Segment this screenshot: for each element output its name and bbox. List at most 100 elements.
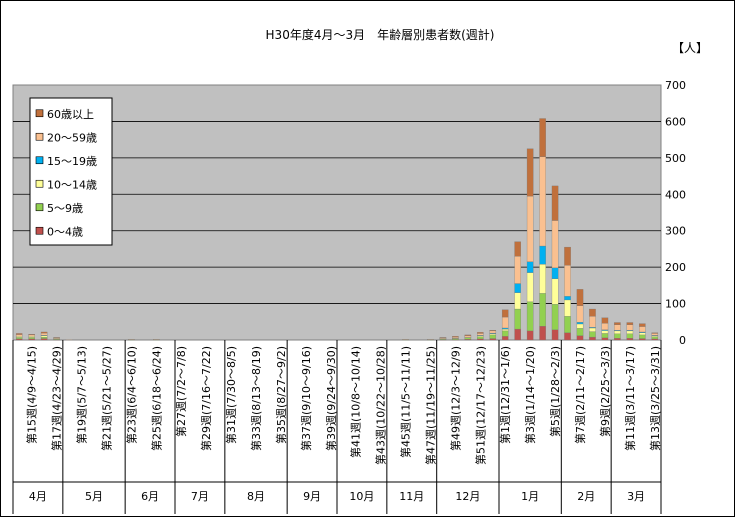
bar-segment-5 (514, 256, 521, 284)
legend-swatch (35, 226, 44, 235)
bar-segment-2 (15, 337, 23, 340)
x-axis-labels: 第15週(4/9～4/15) 第17週(4/23～4/29) 第19週(5/7～5/… (25, 346, 662, 465)
bar-segment-1 (614, 338, 621, 341)
month-label: 10月 (349, 490, 374, 503)
x-tick-label: 第49週(12/3～12/9) (448, 346, 462, 451)
month-label: 2月 (577, 490, 595, 503)
bar-segment-5 (15, 334, 23, 337)
bar-segment-3 (589, 327, 596, 332)
bar-segment-6 (40, 331, 48, 334)
bar-segment-2 (614, 333, 621, 339)
bar-segment-2 (639, 334, 646, 339)
y-axis-unit-label: 【人】 (672, 41, 708, 55)
bar-segment-5 (526, 195, 534, 262)
bar-segment-1 (501, 336, 509, 341)
bar-segment-2 (28, 337, 35, 340)
bar-segment-6 (501, 309, 509, 318)
y-axis-ticks: 0 100 200 300 400 500 600 700 (665, 79, 686, 347)
x-tick-label: 第11週(3/11～3/17) (623, 346, 637, 451)
bar-segment-6 (526, 148, 534, 197)
bar-segment-6 (514, 241, 521, 257)
bar-segment-3 (614, 330, 621, 334)
bar-segment-5 (614, 324, 621, 331)
bar-segment-3 (639, 332, 646, 336)
bar-segment-1 (477, 338, 484, 341)
y-tick-label: 500 (665, 152, 686, 165)
bar-segment-2 (576, 328, 584, 336)
bar-segment-2 (501, 330, 509, 337)
x-tick-label: 第9週(2/25～3/3) (598, 346, 612, 437)
y-tick-label: 0 (679, 334, 686, 347)
legend-swatch (35, 156, 44, 165)
bar-segment-5 (601, 323, 609, 330)
month-label: 1月 (521, 490, 539, 503)
bar-segment-5 (128, 339, 135, 340)
bar-segment-4 (564, 296, 571, 301)
legend-label: 0～4歳 (47, 225, 83, 238)
bar-segment-2 (464, 337, 472, 340)
month-label: 8月 (247, 490, 265, 503)
bar-segment-4 (539, 245, 546, 265)
bar-segment-2 (489, 334, 497, 339)
x-tick-label: 第15週(4/9～4/15) (25, 346, 39, 444)
x-tick-label: 第29週(7/16～7/22) (199, 346, 213, 451)
bar-segment-4 (501, 327, 509, 330)
bar-segment-2 (564, 316, 571, 333)
bar-segment-3 (551, 278, 559, 305)
bar-segment-5 (651, 333, 659, 336)
legend-label: 20～59歳 (47, 131, 97, 144)
bar-segment-3 (539, 264, 546, 294)
bar-segment-2 (526, 301, 534, 332)
bar-segment-5 (626, 324, 634, 331)
bar-segment-6 (539, 118, 546, 157)
x-tick-label: 第45週(11/5～11/11) (399, 346, 413, 458)
bar-segment-2 (551, 304, 559, 330)
bar-segment-5 (576, 305, 584, 323)
bar-segment-4 (514, 283, 521, 293)
bar-segment-5 (464, 335, 472, 338)
bar-segment-5 (477, 333, 484, 336)
x-tick-label: 第17週(4/23～4/29) (50, 346, 64, 451)
bar-segment-5 (40, 332, 48, 336)
month-label: 9月 (303, 490, 321, 503)
bar-segment-3 (576, 323, 584, 329)
bar-segment-3 (514, 292, 521, 310)
bar-segment-1 (551, 329, 559, 341)
legend: 60歳以上 20～59歳 15～19歳 10～14歳 5～9歳 0～4歳 (29, 97, 113, 246)
bar-segment-3 (526, 272, 534, 302)
x-tick-label: 第23週(6/4～6/10) (124, 346, 138, 444)
bar-segment-6 (477, 332, 484, 334)
bar-segment-6 (489, 330, 497, 332)
bar-segment-5 (402, 339, 409, 340)
x-tick-label: 第25週(6/18～6/24) (149, 346, 163, 451)
bar-segment-1 (489, 338, 497, 341)
bar-segment-2 (601, 333, 609, 338)
x-tick-label: 第27週(7/2～7/8) (174, 346, 188, 437)
y-tick-label: 400 (665, 188, 686, 201)
bar-segment-1 (514, 328, 521, 341)
bar-segment-6 (626, 322, 634, 325)
bar-segment-5 (427, 339, 434, 340)
bar-segment-1 (651, 338, 659, 341)
x-tick-label: 第7週(2/11～2/17) (573, 346, 587, 444)
bar-segment-1 (626, 338, 634, 341)
bar-segment-6 (639, 323, 646, 327)
month-label: 11月 (399, 490, 424, 503)
bar-segment-3 (489, 333, 497, 336)
x-tick-label: 第1週(12/31～1/6) (498, 346, 512, 444)
bar-segment-5 (539, 156, 546, 247)
bar-segment-2 (626, 333, 634, 339)
bar-segment-1 (576, 335, 584, 341)
month-label: 4月 (29, 490, 47, 503)
bar-segment-3 (601, 330, 609, 334)
bar-segment-2 (477, 336, 484, 340)
x-tick-label: 第3週(1/14～1/20) (523, 346, 537, 444)
legend-swatch (35, 203, 44, 212)
bar-segment-6 (15, 333, 23, 335)
bar-segment-5 (639, 326, 646, 333)
bar-segment-1 (40, 338, 48, 341)
bar-segment-2 (651, 336, 659, 340)
bar-segment-6 (601, 317, 609, 324)
bar-segment-1 (589, 336, 596, 341)
y-tick-label: 300 (665, 225, 686, 238)
